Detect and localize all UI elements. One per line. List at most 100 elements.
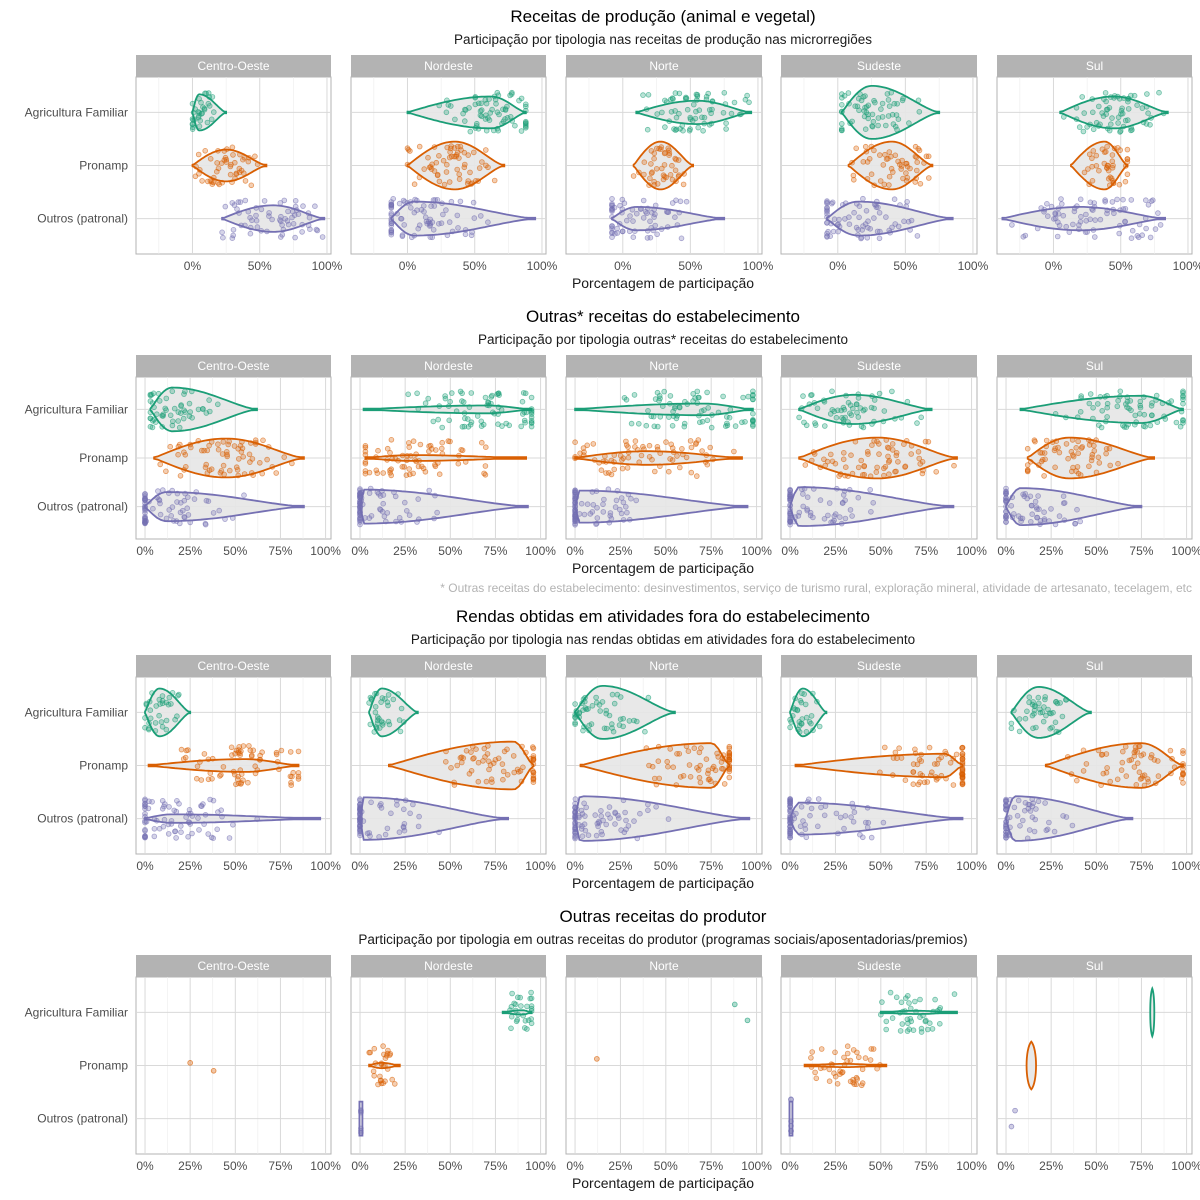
data-point [180,507,186,514]
data-point [1009,222,1015,228]
data-point [889,772,896,778]
data-point [959,766,966,773]
data-point [864,448,871,455]
facet-strip [997,55,1192,77]
x-tick-label: 50% [248,259,272,273]
data-point [522,419,528,426]
x-tick-label: 75% [699,859,723,873]
data-point [668,109,675,115]
data-point [677,774,684,780]
data-point [833,485,840,492]
data-point [915,781,922,788]
data-point [478,439,485,446]
data-point [151,825,158,832]
data-point [191,496,198,502]
data-point [904,1016,911,1023]
data-point [459,423,466,430]
data-point [489,106,495,113]
data-point [436,178,443,185]
data-point [797,823,804,830]
data-point [799,690,805,697]
data-point [864,804,871,811]
violin-shape [191,148,268,183]
data-point [250,472,256,479]
data-point [903,170,909,176]
data-point [381,513,388,520]
data-point [865,111,871,118]
x-tick-label: 25% [823,859,847,873]
data-point [393,797,400,804]
data-point [235,472,242,479]
data-point [1124,394,1131,401]
data-point [182,388,188,395]
data-point [451,779,457,786]
data-point [1128,235,1135,242]
data-point [1065,455,1071,462]
data-point [1141,782,1148,789]
data-point [392,493,399,500]
x-tick-label: 50% [1084,544,1108,558]
data-point [1090,404,1096,411]
data-point [197,117,204,124]
data-point [1070,453,1077,460]
data-point [1123,773,1130,779]
data-point [582,813,588,819]
facet-strip-label: Sudeste [857,59,901,73]
data-point [606,804,613,810]
data-point [693,91,700,98]
data-point [159,797,166,804]
data-point [167,412,174,419]
data-point [681,171,687,177]
data-point [684,401,691,407]
data-point [1052,719,1059,726]
data-point [688,444,695,451]
data-point [623,817,629,824]
x-tick-label: 100% [1171,1159,1200,1173]
data-point [1073,105,1080,111]
data-point [1101,96,1107,102]
data-point [517,768,524,774]
data-point [651,468,658,475]
data-point [264,456,270,463]
data-point [667,172,674,178]
data-point [912,998,918,1005]
data-point [788,1096,794,1102]
data-point [157,511,164,518]
data-point [580,445,587,451]
data-point [1118,767,1125,773]
data-point [636,459,642,466]
data-point [1137,402,1143,409]
data-point [898,755,905,761]
data-point [918,758,925,764]
data-point [1006,814,1013,821]
data-point [147,391,154,398]
data-point [1015,513,1022,519]
data-point [1177,423,1184,430]
data-point [194,775,200,782]
data-point [953,751,960,758]
data-point [481,470,487,477]
data-point [838,91,845,97]
data-point [740,394,746,401]
violin-shape [789,801,964,836]
data-point [834,1081,841,1087]
data-point [480,758,486,764]
data-point [1052,521,1059,528]
data-point [1074,414,1081,421]
data-point [482,463,489,469]
data-point [357,510,363,516]
data-point [622,503,629,510]
data-point [886,173,893,180]
data-point [1104,165,1110,171]
data-point [679,451,686,458]
data-point [1078,445,1085,451]
data-point [828,200,835,207]
data-point [593,520,600,527]
data-point [214,168,220,175]
data-point [415,516,422,522]
data-point [305,210,312,216]
data-point [654,231,660,238]
data-point [477,213,484,219]
data-point [609,234,615,241]
